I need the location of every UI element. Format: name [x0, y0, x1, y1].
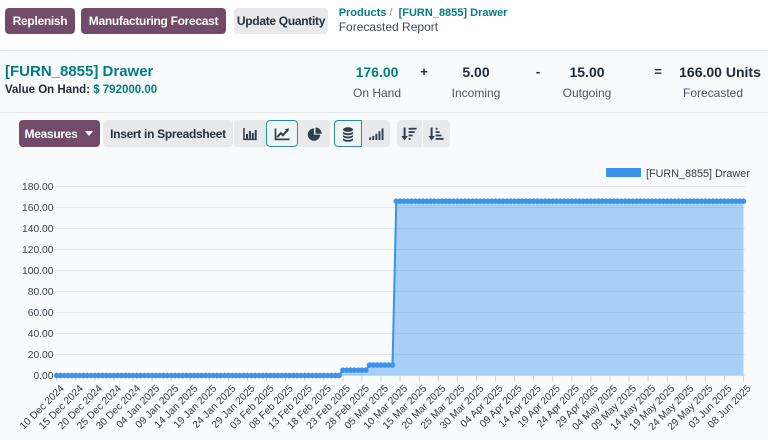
svg-text:[FURN_8855] Drawer: [FURN_8855] Drawer — [646, 168, 750, 180]
svg-text:80.00: 80.00 — [28, 287, 54, 298]
svg-text:60.00: 60.00 — [28, 308, 54, 319]
svg-text:180.00: 180.00 — [22, 182, 54, 193]
svg-text:20.00: 20.00 — [28, 350, 54, 361]
svg-text:140.00: 140.00 — [22, 224, 54, 235]
svg-text:160.00: 160.00 — [22, 203, 54, 214]
svg-text:40.00: 40.00 — [28, 329, 54, 340]
svg-text:120.00: 120.00 — [22, 245, 54, 256]
svg-text:0.00: 0.00 — [33, 371, 53, 382]
svg-text:100.00: 100.00 — [22, 266, 54, 277]
